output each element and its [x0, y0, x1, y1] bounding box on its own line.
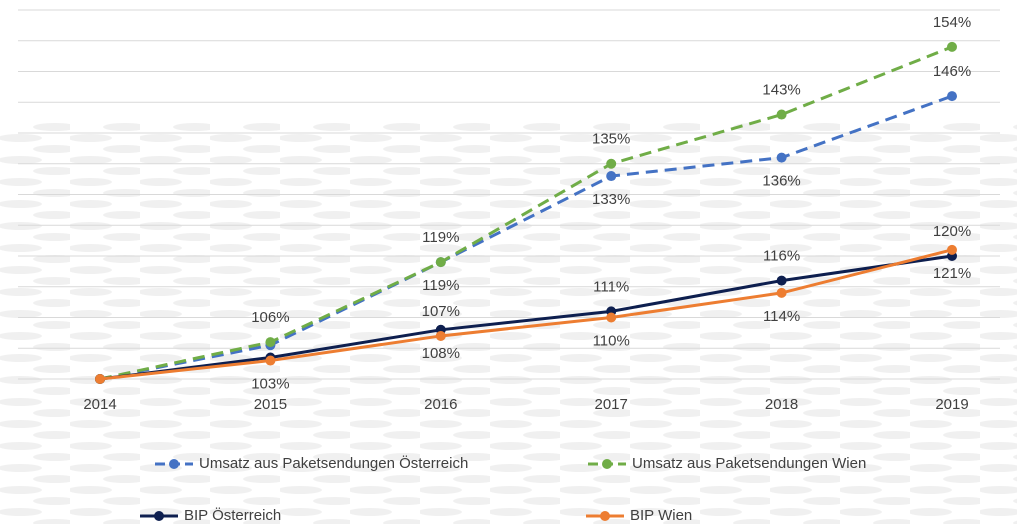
data-label: 119%	[422, 277, 459, 294]
data-point	[776, 152, 787, 163]
data-label: 108%	[422, 345, 460, 362]
data-point	[435, 257, 446, 268]
data-label: 107%	[422, 303, 460, 320]
data-label: 111%	[593, 278, 629, 295]
data-point	[265, 355, 276, 366]
data-label: 136%	[762, 173, 800, 190]
legend-label: BIP Österreich	[184, 506, 281, 524]
data-point	[606, 312, 617, 323]
legend-label: Umsatz aus Paketsendungen Wien	[632, 455, 866, 472]
data-point	[606, 158, 617, 169]
legend-marker	[602, 459, 612, 469]
data-label: 121%	[933, 265, 971, 282]
data-point	[776, 287, 787, 298]
data-point	[947, 41, 957, 52]
legend-marker	[154, 511, 164, 521]
data-point	[947, 91, 957, 102]
data-point	[435, 330, 446, 341]
data-point	[606, 171, 617, 182]
data-point	[265, 337, 276, 348]
data-label: 106%	[251, 309, 289, 326]
legend-marker	[600, 511, 610, 521]
data-point	[776, 275, 787, 286]
x-tick-label: 2014	[83, 396, 116, 413]
data-label: 116%	[763, 248, 800, 265]
data-point	[947, 244, 957, 255]
series-line	[99, 45, 953, 381]
data-label: 114%	[763, 308, 800, 325]
data-label: 146%	[933, 63, 971, 80]
data-point	[95, 374, 105, 384]
data-label: 103%	[251, 376, 289, 393]
legend-marker	[169, 459, 179, 469]
data-label: 110%	[593, 332, 630, 349]
x-tick-label: 2016	[424, 396, 457, 413]
x-tick-label: 2017	[595, 396, 628, 413]
x-tick-label: 2018	[765, 396, 798, 413]
series-line	[99, 254, 953, 381]
data-label: 120%	[933, 223, 971, 240]
x-tick-label: 2015	[254, 396, 287, 413]
data-point	[776, 109, 787, 120]
x-tick-label: 2019	[935, 396, 968, 413]
data-label: 143%	[762, 82, 800, 99]
legend-label: BIP Wien	[630, 507, 692, 524]
series-line	[99, 94, 953, 381]
legend-label: Umsatz aus Paketsendungen Österreich	[199, 454, 468, 472]
data-label: 135%	[592, 131, 630, 148]
data-label: 154%	[933, 14, 971, 31]
data-label: 133%	[592, 191, 630, 208]
data-label: 119%	[422, 229, 459, 246]
series-line	[99, 248, 953, 381]
